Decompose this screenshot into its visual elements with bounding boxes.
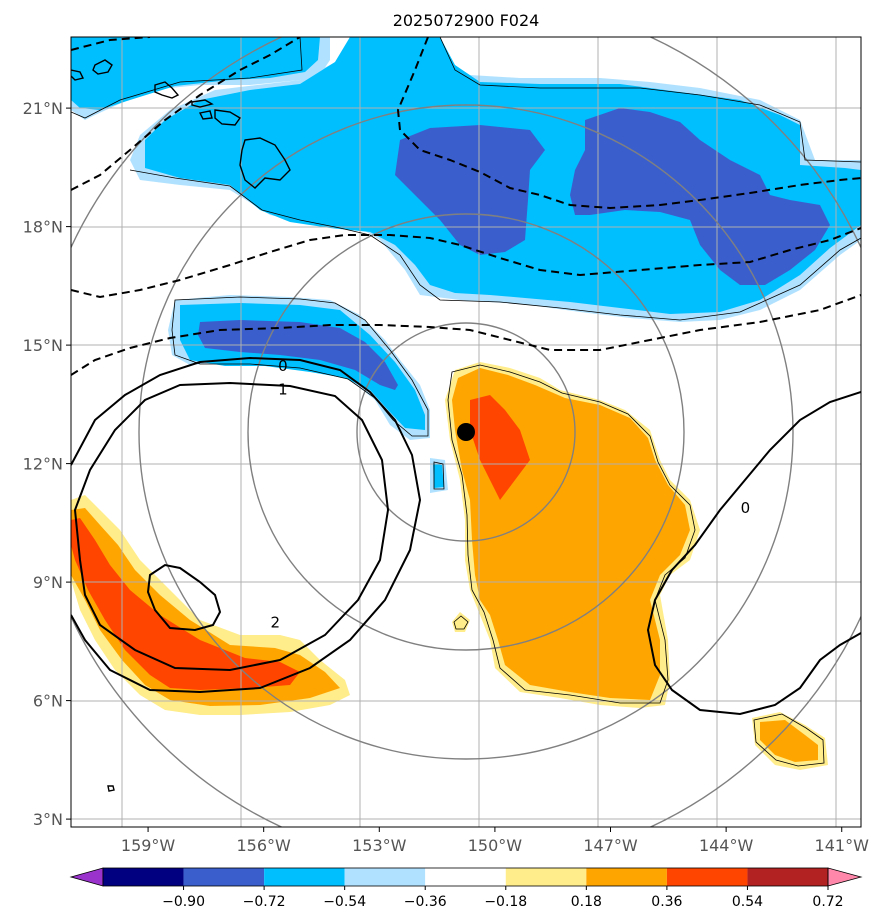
lat-tick-label: 21°N: [23, 99, 63, 118]
contour-label: 2: [270, 614, 280, 632]
anomaly-outline: [71, 37, 861, 767]
colorbar-tick-label: 0.72: [812, 894, 843, 910]
latitude-tick-labels: 3°N 6°N 9°N 12°N 15°N 18°N 21°N: [23, 99, 71, 829]
range-rings: [71, 37, 861, 827]
colorbar-tick-label: 0.54: [732, 894, 763, 910]
colorbar-segment: [344, 868, 426, 886]
map-plot-area: 0 1 2 0: [71, 37, 861, 827]
lat-lon-grid: [71, 37, 861, 827]
contour-label: 0: [278, 357, 288, 375]
lat-tick-label: 6°N: [33, 692, 63, 711]
lon-tick-label: 156°W: [237, 836, 292, 855]
colorbar-extend-low: [69, 867, 104, 887]
lat-tick-label: 12°N: [23, 455, 63, 474]
lon-tick-label: 141°W: [815, 836, 870, 855]
colorbar-tick-label: −0.54: [323, 894, 366, 910]
colorbar-tick-label: −0.90: [162, 894, 205, 910]
colorbar-tick-label: −0.36: [404, 894, 447, 910]
colorbar-segment: [586, 868, 667, 886]
lat-tick-label: 15°N: [23, 336, 63, 355]
lon-tick-label: 159°W: [121, 836, 176, 855]
colorbar-segment: [103, 868, 184, 886]
lat-tick-label: 18°N: [23, 218, 63, 237]
lon-tick-label: 144°W: [699, 836, 754, 855]
contour-label: 1: [278, 381, 288, 399]
colorbar-segment: [183, 868, 265, 886]
colorbar-tick-label: −0.18: [484, 894, 527, 910]
lat-tick-label: 9°N: [33, 573, 63, 592]
colorbar-segment: [505, 868, 587, 886]
solid-contours: [71, 356, 861, 716]
colorbar-tick-label: −0.72: [243, 894, 286, 910]
contour-label: 0: [741, 499, 751, 517]
positive-anomaly-fill-yellow: [71, 362, 828, 770]
colorbar-segment: [425, 868, 506, 886]
lon-tick-label: 147°W: [583, 836, 638, 855]
colorbar: −0.90 −0.72 −0.54 −0.36 −0.18 0.18 0.36 0.54 0.7…: [69, 867, 863, 910]
colorbar-extend-high: [827, 867, 863, 887]
contour-labels: 0 1 2 0: [270, 357, 751, 632]
colorbar-tick-label: 0.36: [651, 894, 682, 910]
map-title: 2025072900 F024: [393, 11, 540, 30]
map-frame: [70, 36, 862, 828]
lon-tick-label: 153°W: [352, 836, 407, 855]
colorbar-segment: [747, 868, 828, 886]
lon-tick-label: 150°W: [468, 836, 523, 855]
colorbar-tick-label: 0.18: [571, 894, 602, 910]
lat-tick-label: 3°N: [33, 810, 63, 829]
colorbar-segment: [666, 868, 748, 886]
colorbar-frame: [102, 867, 829, 887]
dashed-contours: [71, 37, 861, 376]
coastlines: [71, 59, 291, 792]
colorbar-segment: [264, 868, 345, 886]
positive-anomaly-fill-red: [71, 395, 530, 690]
longitude-tick-labels: 159°W 156°W 153°W 150°W 147°W 144°W 141°W: [121, 827, 869, 855]
storm-center-marker: [457, 423, 475, 441]
